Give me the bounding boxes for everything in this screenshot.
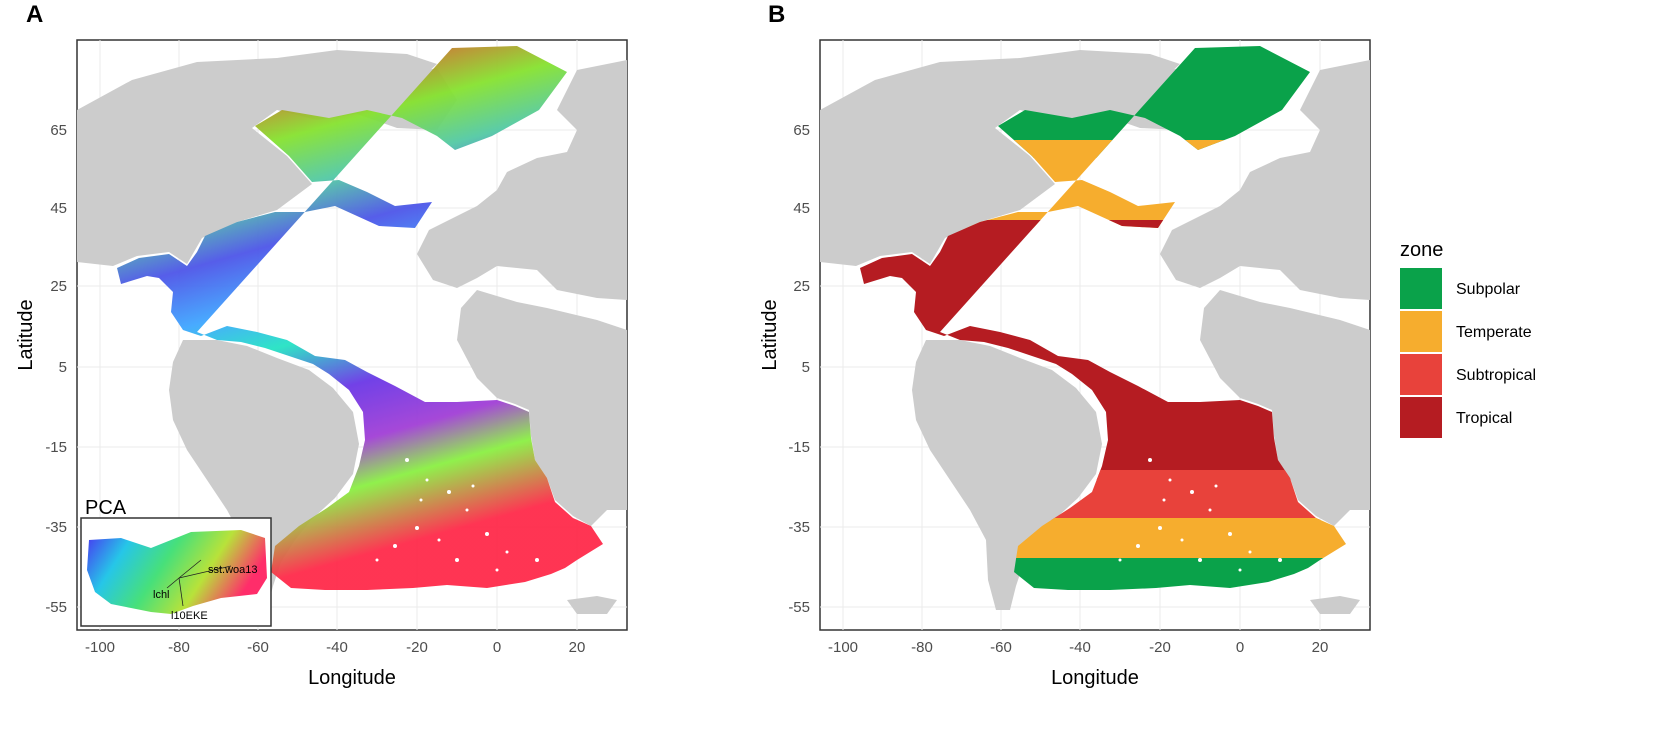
legend-label-temperate: Temperate [1456,324,1532,341]
no-data-speckle-a [375,458,539,572]
legend-swatch-temperate [1400,311,1442,352]
pca-vectors [166,559,232,607]
y-tick-label: -55 [788,599,810,616]
x-tick-label: -80 [911,639,933,656]
x-tick-labels-b: -100 -80 -60 -40 -20 0 20 [828,639,1328,656]
pca-vector-label-eke: l10EKE [171,610,208,622]
legend-label-subpolar: Subpolar [1456,281,1521,298]
legend-swatch-subtropical [1400,354,1442,395]
y-tick-label: -55 [45,599,67,616]
x-tick-label: -40 [1069,639,1091,656]
panel-a-xlabel: Longitude [308,667,396,689]
panel-b: 65 45 25 5 -15 -35 -55 -100 -80 -60 -40 … [788,39,1371,656]
x-tick-label: -100 [85,639,115,656]
panel-b-xlabel: Longitude [1051,667,1139,689]
y-tick-labels-b: 65 45 25 5 -15 -35 -55 [788,122,810,616]
x-tick-label: -20 [1149,639,1171,656]
x-tick-label: -60 [247,639,269,656]
x-tick-labels-a: -100 -80 -60 -40 -20 0 20 [85,639,585,656]
legend-label-tropical: Tropical [1456,410,1512,427]
no-data-speckle-b [1118,458,1282,572]
panel-a-ylabel: Latitude [15,299,37,370]
zone-legend: zone Subpolar Temperate Subtropical Trop… [1400,239,1536,438]
x-tick-label: -20 [406,639,428,656]
pca-vector-label-chl: lchl [153,589,170,601]
land-masses-b [820,50,1370,614]
y-tick-label: 65 [50,122,67,139]
y-tick-label: 25 [50,278,67,295]
panel-a: sst.woa13 lchl l10EKE PCA 65 45 25 5 -15… [45,39,628,656]
pca-inset: sst.woa13 lchl l10EKE [80,517,272,627]
y-tick-label: -15 [788,439,810,456]
y-tick-label: 45 [793,200,810,217]
x-tick-label: 20 [569,639,586,656]
x-tick-label: -40 [326,639,348,656]
x-tick-label: 0 [1236,639,1244,656]
panel-b-ylabel: Latitude [759,299,781,370]
x-tick-label: 20 [1312,639,1329,656]
y-tick-label: 45 [50,200,67,217]
y-tick-label: -35 [788,519,810,536]
y-tick-labels-a: 65 45 25 5 -15 -35 -55 [45,122,67,616]
y-tick-label: 25 [793,278,810,295]
legend-label-subtropical: Subtropical [1456,367,1536,384]
x-tick-label: -80 [168,639,190,656]
legend-swatch-tropical [1400,397,1442,438]
y-tick-label: 5 [59,359,67,376]
x-tick-label: 0 [493,639,501,656]
x-tick-label: -100 [828,639,858,656]
y-tick-label: 65 [793,122,810,139]
x-tick-label: -60 [990,639,1012,656]
panel-a-label: A [26,1,43,28]
pca-vector-label-sst: sst.woa13 [208,564,258,576]
land-masses-a [77,50,627,614]
panel-b-label: B [768,1,785,28]
pca-inset-title: PCA [85,497,127,519]
pca-inset-cloud [87,530,267,614]
y-tick-label: -15 [45,439,67,456]
legend-title: zone [1400,239,1443,261]
y-tick-label: 5 [802,359,810,376]
legend-swatch-subpolar [1400,268,1442,309]
y-tick-label: -35 [45,519,67,536]
